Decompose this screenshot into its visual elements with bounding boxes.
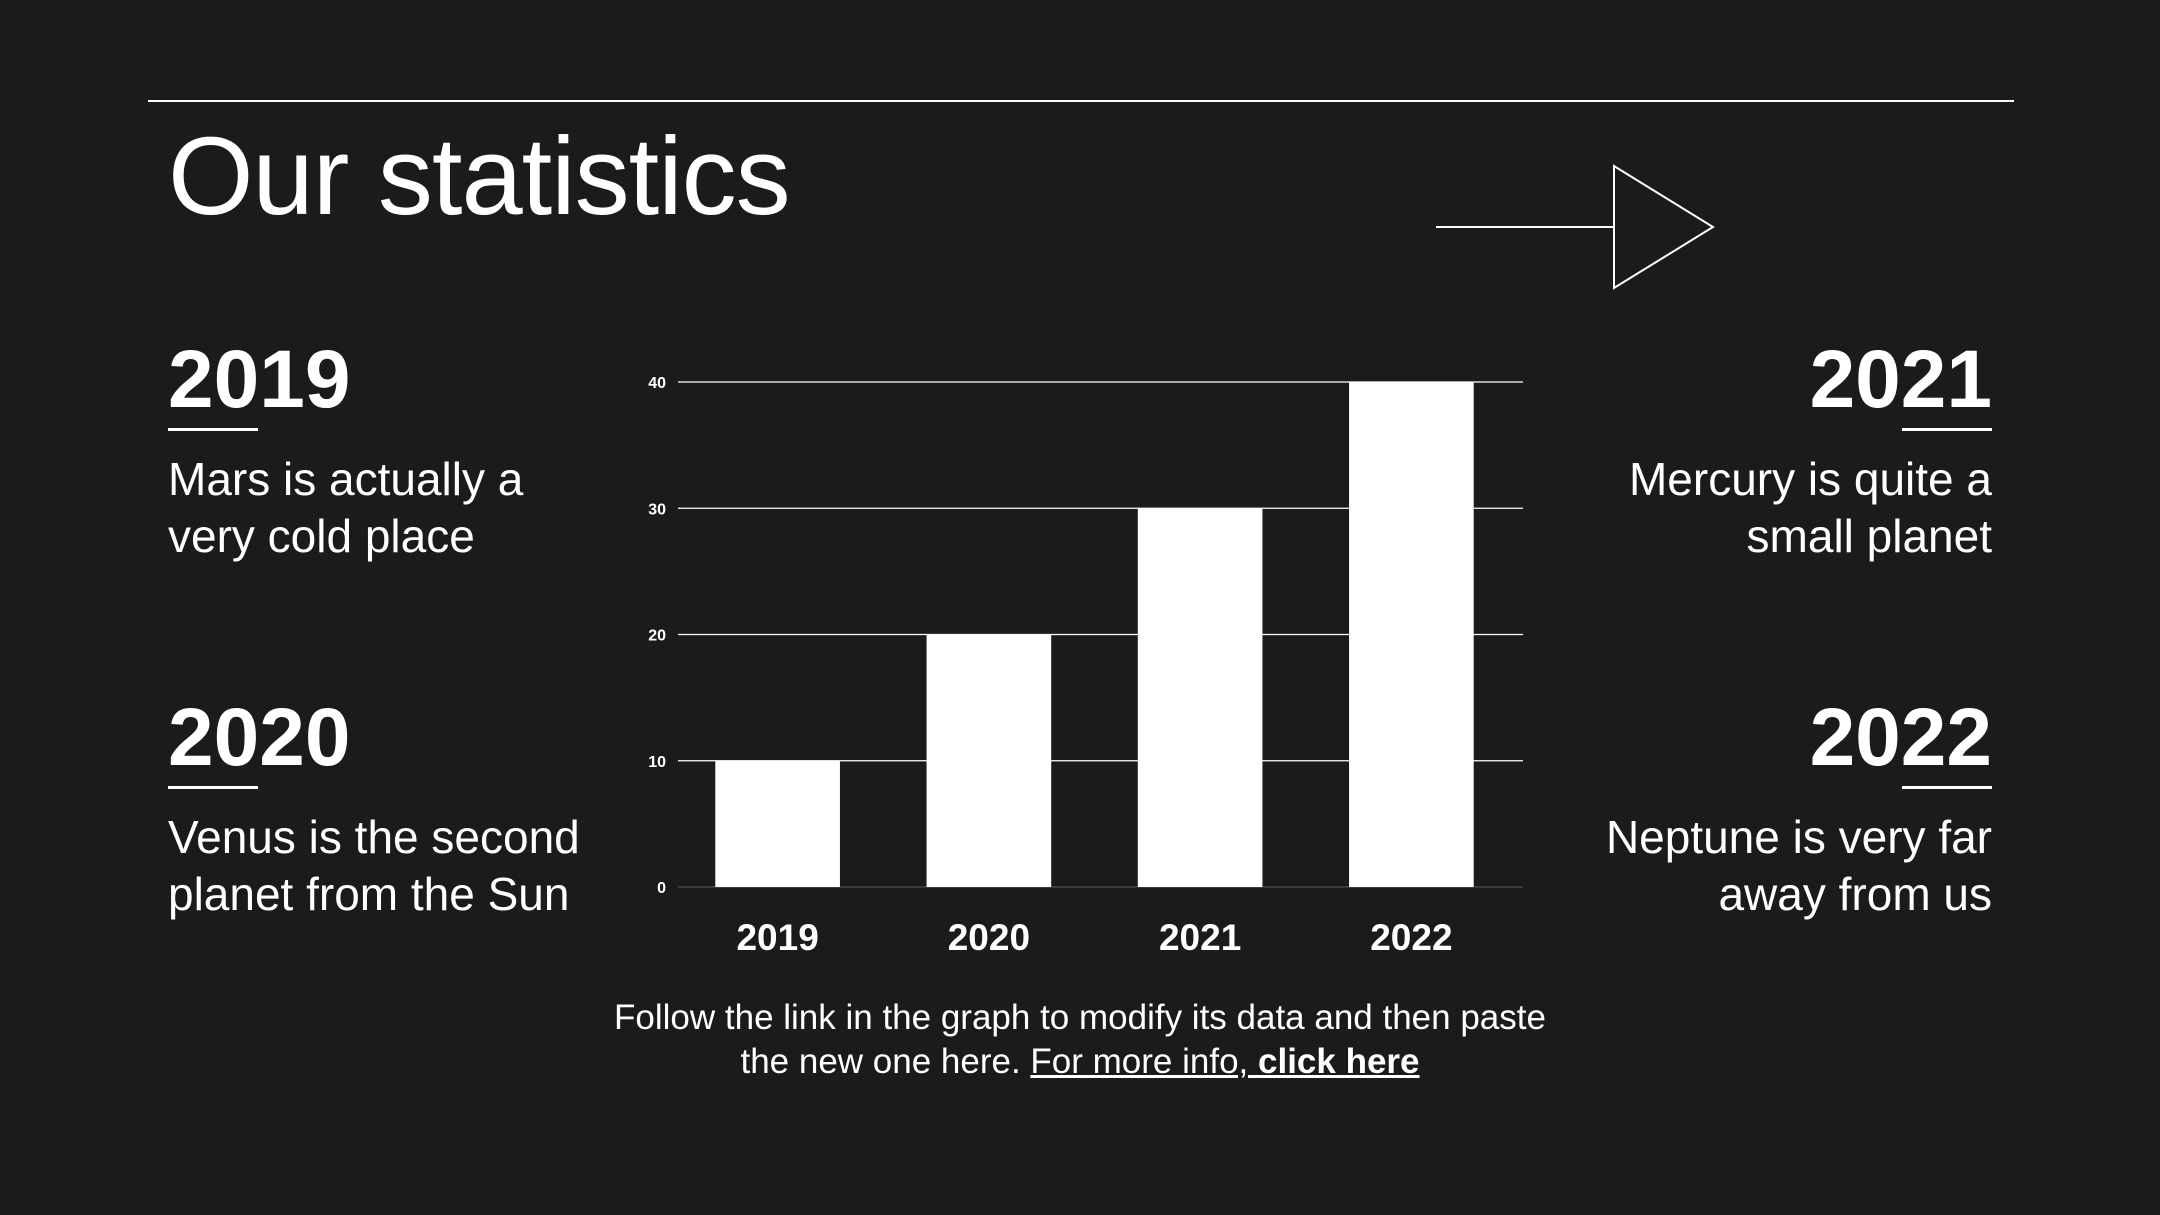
stat-2021: 2021 Mercury is quite a small planet <box>1512 334 1992 565</box>
y-tick-label: 40 <box>648 375 666 392</box>
bar-2019 <box>715 760 840 887</box>
click-here-link[interactable]: click here <box>1258 1042 1420 1081</box>
year-underline <box>1902 786 1992 789</box>
bar-2021 <box>1137 508 1263 887</box>
stat-year: 2021 <box>1809 334 1992 425</box>
arrow-right-icon <box>1436 164 1715 290</box>
year-underline <box>168 428 258 431</box>
x-tick-label: 2020 <box>948 917 1030 958</box>
year-underline <box>168 786 258 789</box>
y-tick-label: 20 <box>648 628 666 645</box>
bar-2022 <box>1349 382 1474 887</box>
stat-year: 2019 <box>168 334 351 425</box>
stat-description: Venus is the second planet from the Sun <box>168 811 580 920</box>
x-tick-label: 2019 <box>736 917 818 958</box>
stat-year: 2020 <box>168 692 351 783</box>
more-info-link[interactable]: For more info, click here <box>1030 1042 1419 1081</box>
y-tick-label: 30 <box>648 501 666 518</box>
stat-2020: 2020 Venus is the second planet from the… <box>168 692 648 923</box>
footnote: Follow the link in the graph to modify i… <box>600 996 1560 1084</box>
footnote-text: Follow the link in the graph to modify i… <box>614 998 1546 1081</box>
x-tick-label: 2022 <box>1370 917 1452 958</box>
link-prefix: For more info, <box>1030 1042 1258 1081</box>
stat-2022: 2022 Neptune is very far away from us <box>1512 692 1992 923</box>
stat-description: Mars is actually a very cold place <box>168 453 524 562</box>
year-underline <box>1902 428 1992 431</box>
stat-description: Neptune is very far away from us <box>1605 811 1992 920</box>
bar-2020 <box>926 634 1052 887</box>
stat-year: 2022 <box>1809 692 1992 783</box>
stat-2019: 2019 Mars is actually a very cold place <box>168 334 648 565</box>
bar-chart[interactable]: 0 10 20 30 40 2019 2020 2021 2022 <box>620 350 1530 970</box>
stat-description: Mercury is quite a small planet <box>1628 453 1992 562</box>
page-title: Our statistics <box>168 115 791 238</box>
x-tick-label: 2021 <box>1159 917 1241 958</box>
y-tick-label: 10 <box>648 754 666 771</box>
y-tick-label: 0 <box>657 880 666 897</box>
top-divider <box>148 100 2014 102</box>
